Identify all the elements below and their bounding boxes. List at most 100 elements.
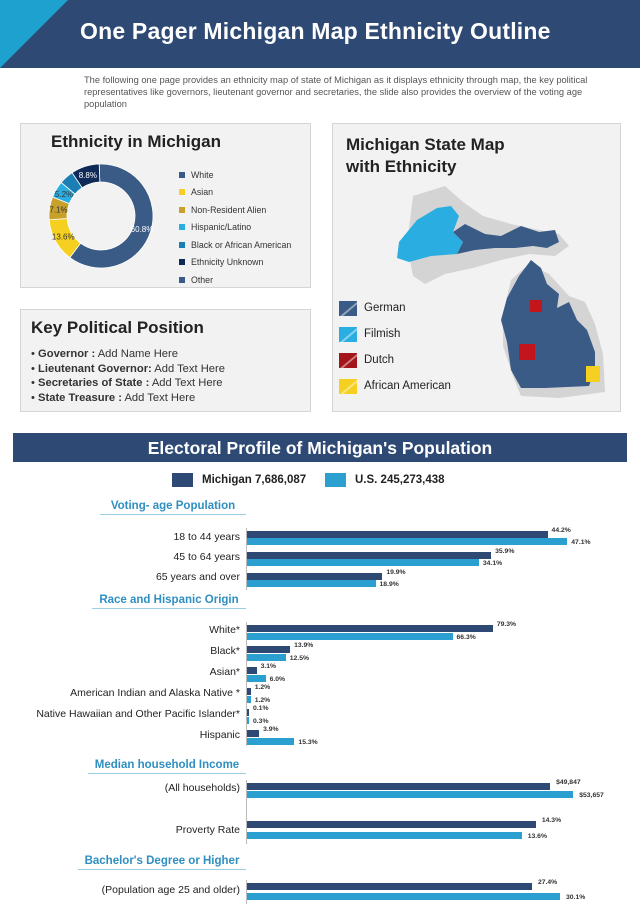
electoral-title-band: Electoral Profile of Michigan's Populati… (13, 433, 627, 462)
bar-us-aian (247, 696, 251, 703)
map-legend-label: Filmish (364, 328, 401, 340)
ethnicity-title: Ethnicity in Michigan (51, 132, 222, 151)
bar-us-age_45_64 (247, 559, 479, 566)
map-legend-african-american: African American (339, 373, 451, 399)
legend-swatch (179, 206, 185, 213)
us-swatch (325, 473, 346, 487)
map-title-line-2: with Ethnicity (346, 157, 457, 176)
bar-us-age_65 (247, 580, 376, 587)
key-political-panel: Key Political Position • Governor : Add … (20, 309, 311, 412)
map-legend-label: Dutch (364, 354, 395, 366)
ethnicity-legend-item: Hispanic/Latino (179, 219, 291, 237)
section-heading-degree: Bachelor's Degree or Higher (78, 855, 246, 870)
axis-line (246, 528, 247, 590)
legend-swatch (179, 189, 185, 196)
legend-label: Hispanic/Latino (191, 222, 252, 233)
value-us-age_45_64: 34.1% (482, 560, 503, 567)
ethnicity-donut-chart: 60.8% 13.6% 7.1% 5.2% 8.8% (49, 163, 154, 269)
legend-us: U.S. 245,273,438 (325, 473, 445, 487)
legend-label: White (191, 169, 214, 180)
donut-label: 13.6% (52, 233, 75, 242)
bar-michigan-age_18_44 (247, 531, 548, 538)
donut-label: 60.8% (131, 225, 154, 234)
bar-us-asian (247, 675, 266, 682)
african-american-swatch (339, 378, 357, 394)
value-us-income: $53,657 (579, 792, 604, 799)
value-us-white: 66.3% (456, 634, 476, 641)
row-label-asian: Asian* (209, 666, 240, 678)
section-heading-race: Race and Hispanic Origin (92, 594, 246, 609)
kp-value-secretaries: Add Text Here (149, 377, 223, 389)
bar-michigan-black (247, 646, 291, 653)
ethnicity-legend-item: Non-Resident Alien (179, 201, 291, 219)
legend-swatch (179, 171, 185, 178)
bar-michigan-income (247, 783, 551, 790)
legend-label: Other (191, 274, 214, 285)
legend-swatch (179, 241, 185, 248)
bar-us-poverty (247, 832, 522, 839)
donut-slice-white (69, 163, 154, 269)
header-band (0, 0, 640, 68)
bar-us-nhpi (247, 717, 249, 724)
kp-value-treasure: Add Text Here (121, 391, 196, 404)
african-american-region (586, 366, 600, 382)
map-legend: German Filmish Dutch African American (339, 295, 451, 399)
donut-label: 5.2% (55, 190, 73, 199)
axis-line (246, 622, 247, 746)
upper-peninsula-west (397, 206, 463, 262)
donut-label: 8.8% (79, 171, 97, 180)
upper-peninsula-east (453, 224, 559, 254)
value-us-asian: 6.0% (269, 676, 286, 683)
value-us-nhpi: 0.3% (253, 718, 269, 725)
value-michigan-age_45_64: 35.9% (495, 548, 515, 555)
legend-swatch (179, 276, 185, 283)
electoral-title: Electoral Profile of Michigan's Populati… (147, 438, 493, 458)
axis-line (246, 880, 247, 904)
ethnicity-legend: White Asian Non-Resident Alien Hispanic/Lat… (179, 166, 291, 289)
value-michigan-degree: 27.4% (537, 879, 558, 886)
bar-michigan-degree (247, 883, 532, 890)
filmish-swatch (339, 326, 357, 342)
value-michigan-white: 79.3% (496, 621, 517, 628)
row-label-poverty: Proverty Rate (175, 824, 240, 836)
bullet: • (31, 362, 35, 375)
value-us-black: 12.5% (289, 655, 310, 662)
kp-value-lieutenant: Add Text Here (151, 362, 225, 375)
value-us-degree: 30.1% (566, 894, 586, 901)
michigan-swatch (172, 473, 193, 487)
bar-michigan-poverty (247, 821, 536, 828)
ethnicity-panel: Ethnicity in Michigan 60.8% 13.6% 7.1% 5.2%… (20, 123, 311, 288)
german-swatch (339, 300, 357, 316)
value-michigan-asian: 3.1% (260, 663, 277, 670)
header-accent-triangle (0, 0, 68, 68)
value-us-age_18_44: 47.1% (571, 539, 591, 546)
axis-line (246, 780, 247, 844)
value-michigan-poverty: 14.3% (541, 817, 562, 824)
map-legend-label: German (364, 302, 406, 314)
kp-label-lieutenant: Lieutenant Governor: (38, 362, 152, 375)
map-legend-german: German (339, 295, 451, 321)
bar-us-hispanic (247, 738, 295, 745)
bar-michigan-age_65 (247, 573, 383, 580)
row-label-hispanic: Hispanic (199, 729, 240, 741)
map-title-line-1: Michigan State Map (346, 135, 505, 154)
legend-michigan: Michigan 7,686,087 (172, 473, 306, 487)
kp-label-governor: Governor : (38, 348, 96, 360)
map-legend-filmish: Filmish (339, 321, 451, 347)
kp-row-governor: • Governor : Add Name Here (31, 347, 225, 362)
value-us-age_65: 18.9% (379, 581, 399, 588)
bullet: • (31, 377, 35, 389)
row-label-aian: American Indian and Alaska Native * (70, 687, 240, 699)
bar-us-degree (247, 893, 561, 900)
kp-row-secretaries: • Secretaries of State : Add Text Here (31, 376, 225, 391)
row-label-black: Black* (210, 645, 240, 657)
legend-label: Ethnicity Unknown (191, 257, 264, 268)
section-heading-income: Median household Income (88, 759, 246, 774)
value-us-aian: 1.2% (254, 697, 271, 704)
bar-michigan-aian (247, 688, 251, 695)
kp-label-secretaries: Secretaries of State : (38, 377, 150, 389)
legend-label: Black or African American (191, 239, 292, 250)
value-michigan-hispanic: 3.9% (263, 726, 279, 733)
legend-us-label: U.S. 245,273,438 (355, 474, 445, 486)
ethnicity-legend-item: White (179, 166, 291, 184)
